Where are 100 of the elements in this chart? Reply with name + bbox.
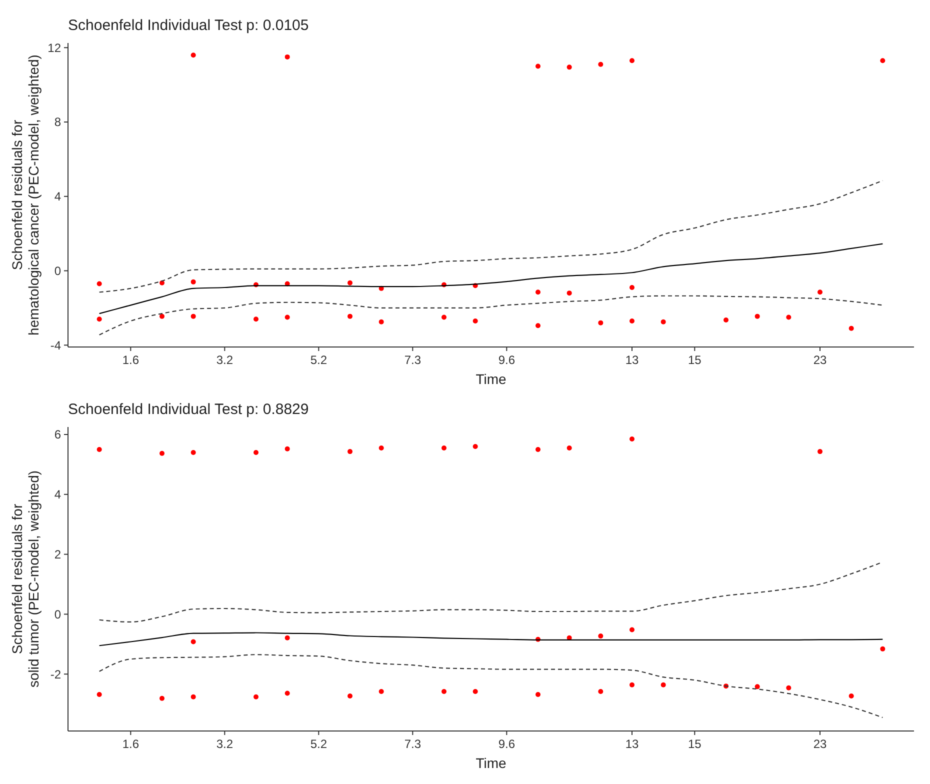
point xyxy=(190,639,196,644)
point xyxy=(848,326,854,331)
point xyxy=(536,290,540,295)
x-tick-label: 9.6 xyxy=(498,353,516,367)
point xyxy=(848,693,854,698)
point xyxy=(284,446,290,452)
chart-title: Schoenfeld Individual Test p: 0.8829 xyxy=(68,401,309,418)
point xyxy=(348,314,352,319)
x-tick-label: 23 xyxy=(813,353,827,367)
point xyxy=(660,682,666,688)
point xyxy=(190,314,196,319)
x-tick-label: 3.2 xyxy=(216,737,234,751)
x-tick-label: 15 xyxy=(688,353,702,367)
x-tick-label: 1.6 xyxy=(122,353,140,367)
point xyxy=(96,446,102,452)
x-tick-label: 1.6 xyxy=(122,737,140,751)
point xyxy=(378,688,384,694)
point xyxy=(566,64,572,70)
x-tick-label: 5.2 xyxy=(310,737,328,751)
y-tick-label: 2 xyxy=(54,547,62,562)
x-tick-label: 3.2 xyxy=(216,353,234,367)
line-series xyxy=(98,243,884,314)
y-tick-label: 0 xyxy=(54,264,62,278)
x-tick-label: 13 xyxy=(625,737,639,751)
point xyxy=(378,445,384,450)
y-tick-label: 4 xyxy=(54,488,62,502)
point xyxy=(442,445,446,450)
x-axis-title: Time xyxy=(476,755,507,771)
point xyxy=(724,318,728,323)
point xyxy=(536,692,540,697)
point xyxy=(160,450,164,456)
point xyxy=(786,314,792,320)
x-tick-label: 5.2 xyxy=(310,353,328,367)
point xyxy=(190,450,196,455)
point xyxy=(630,627,634,632)
point xyxy=(566,290,572,296)
point xyxy=(160,314,164,319)
point xyxy=(630,285,634,290)
point xyxy=(190,279,196,284)
point xyxy=(630,318,634,324)
y-axis-title: Schoenfeld residuals for hematological cancer (PEC-model, weighted) xyxy=(8,54,42,336)
chart-title: Schoenfeld Individual Test p: 0.0105 xyxy=(68,17,309,34)
point xyxy=(472,444,478,449)
y-tick-label: 12 xyxy=(48,40,62,55)
x-tick-label: 13 xyxy=(625,353,639,367)
point xyxy=(442,314,446,320)
point xyxy=(348,449,352,454)
point xyxy=(254,694,258,700)
point xyxy=(598,62,604,67)
point xyxy=(598,688,604,694)
y-tick-label: 8 xyxy=(54,115,62,130)
point xyxy=(754,684,760,690)
line-series xyxy=(98,295,884,336)
point xyxy=(630,58,634,64)
point xyxy=(254,450,258,455)
x-tick-label: 23 xyxy=(813,737,827,751)
point xyxy=(254,316,258,322)
x-axis-title: Time xyxy=(476,371,507,387)
line-series xyxy=(98,654,884,718)
point xyxy=(348,693,352,698)
y-axis-title: Schoenfeld residuals for solid tumor (PEC-model, weighted) xyxy=(8,470,42,688)
point xyxy=(660,319,666,324)
point xyxy=(536,323,540,328)
point xyxy=(96,692,102,697)
point xyxy=(348,280,352,286)
point xyxy=(536,446,540,452)
y-tick-label: -2 xyxy=(50,667,62,682)
y-tick-label: 6 xyxy=(54,428,62,442)
x-tick-label: 9.6 xyxy=(498,737,516,751)
point xyxy=(160,696,164,701)
x-tick-label: 15 xyxy=(688,737,702,751)
point xyxy=(472,318,478,324)
point xyxy=(442,688,446,694)
point xyxy=(880,646,886,652)
point xyxy=(536,64,540,69)
point xyxy=(566,445,572,450)
point xyxy=(190,52,196,58)
x-tick-label: 7.3 xyxy=(404,353,422,367)
point xyxy=(818,449,822,454)
point xyxy=(284,54,290,60)
x-tick-label: 7.3 xyxy=(404,737,422,751)
point xyxy=(630,436,634,442)
point xyxy=(190,694,196,700)
point xyxy=(378,319,384,324)
point xyxy=(284,314,290,320)
point xyxy=(284,635,290,640)
point xyxy=(96,316,102,322)
y-tick-label: -4 xyxy=(50,338,62,352)
point xyxy=(818,290,822,295)
point xyxy=(630,682,634,688)
point xyxy=(598,320,604,326)
line-series xyxy=(98,632,884,646)
point xyxy=(598,634,604,639)
point xyxy=(786,685,792,690)
y-tick-label: 4 xyxy=(54,190,62,204)
point xyxy=(96,281,102,286)
point xyxy=(754,314,760,319)
y-tick-label: 0 xyxy=(54,607,62,622)
point xyxy=(284,690,290,696)
point xyxy=(880,58,886,64)
